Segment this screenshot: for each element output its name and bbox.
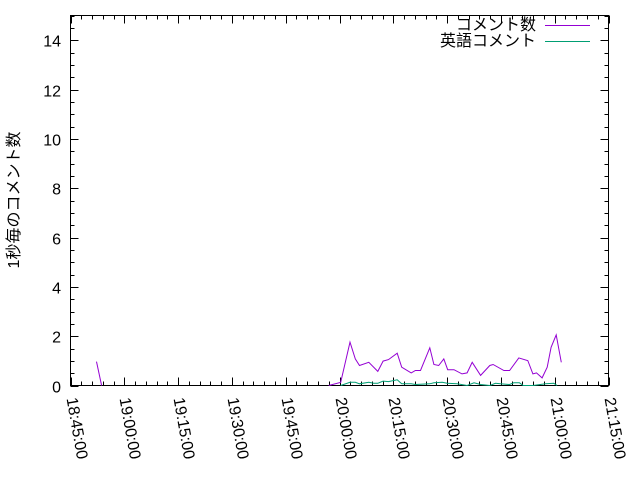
y-axis-label: 1秒毎のコメント数 [5, 132, 23, 269]
y-tick-label: 12 [43, 84, 61, 101]
x-tick-label: 18:45:00 [63, 396, 91, 460]
y-tick-label: 0 [52, 380, 61, 397]
y-tick-labels: 0 2 4 6 8 10 12 14 [43, 34, 61, 397]
y-tick-label: 6 [52, 232, 61, 249]
x-tick-label: 20:30:00 [439, 396, 467, 460]
x-tick-label: 21:15:00 [601, 396, 629, 460]
series-line-2 [340, 379, 558, 387]
x-tick-label: 20:15:00 [385, 396, 413, 460]
plot-border [70, 15, 609, 386]
y-tick-label: 8 [52, 182, 61, 199]
legend-label: 英語コメント [440, 32, 536, 50]
x-tick-label: 19:15:00 [170, 396, 198, 460]
y-tick-label: 4 [52, 281, 61, 298]
x-tick-label: 20:00:00 [332, 396, 360, 460]
x-tick-label: 19:45:00 [278, 396, 306, 460]
series-line-1 [96, 361, 103, 386]
x-tick-labels: 18:45:00 19:00:00 19:15:00 19:30:00 19:45:00… [63, 396, 629, 460]
series-lines [96, 333, 562, 387]
x-tick-label: 21:00:00 [547, 396, 575, 460]
x-tick-label: 20:45:00 [493, 396, 521, 460]
series-line-1 [328, 333, 562, 386]
legend-label: コメント数 [456, 16, 536, 34]
y-tick-label: 10 [43, 133, 61, 150]
axis-ticks [70, 15, 610, 387]
x-tick-label: 19:30:00 [224, 396, 252, 460]
y-tick-label: 14 [43, 34, 61, 51]
x-tick-label: 19:00:00 [116, 396, 144, 460]
y-tick-label: 2 [52, 330, 61, 347]
